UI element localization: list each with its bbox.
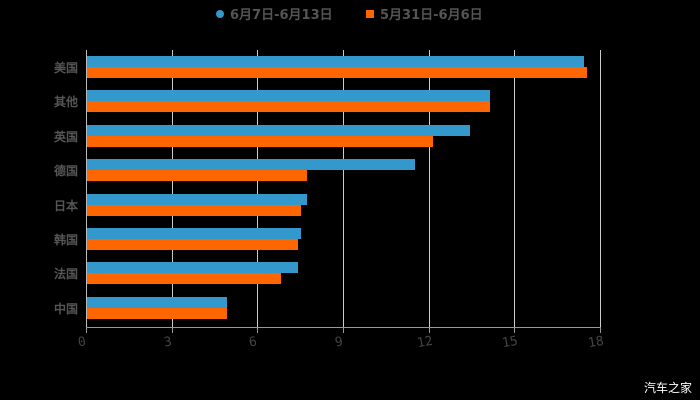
bar-series2[interactable] bbox=[87, 101, 490, 113]
chart-legend: 6月7日-6月13日 5月31日-6月6日 bbox=[0, 4, 700, 24]
gridline bbox=[86, 50, 87, 327]
bar-series2[interactable] bbox=[87, 273, 282, 285]
gridline bbox=[257, 50, 259, 327]
y-category-label: 中国 bbox=[53, 301, 78, 316]
y-category-label: 法国 bbox=[53, 267, 78, 282]
axis-tick bbox=[428, 327, 430, 333]
square-marker-icon bbox=[366, 9, 374, 18]
bar-series1[interactable] bbox=[87, 296, 227, 308]
y-category-label: 美国 bbox=[53, 61, 78, 75]
bar-series2[interactable] bbox=[87, 135, 433, 147]
x-axis bbox=[86, 327, 600, 328]
legend-label: 5月31日-6月6日 bbox=[380, 8, 483, 23]
gridline bbox=[600, 50, 601, 327]
bar-series1[interactable] bbox=[87, 159, 416, 171]
axis-tick bbox=[171, 327, 173, 333]
axis-tick bbox=[86, 327, 87, 333]
y-category-label: 韩国 bbox=[53, 233, 78, 247]
bar-series1[interactable] bbox=[87, 56, 584, 67]
y-category-label: 日本 bbox=[53, 198, 78, 213]
x-tick-label: 0 bbox=[76, 334, 88, 351]
x-tick-label: 3 bbox=[162, 334, 173, 351]
y-category-label: 其他 bbox=[53, 95, 78, 110]
gridline bbox=[514, 50, 516, 327]
y-category-label: 德国 bbox=[53, 164, 78, 179]
bar-series1[interactable] bbox=[87, 124, 470, 136]
axis-tick bbox=[343, 327, 344, 333]
bar-series2[interactable] bbox=[87, 204, 302, 216]
bar-series1[interactable] bbox=[87, 90, 490, 102]
bar-series1[interactable] bbox=[87, 262, 299, 274]
bar-series1[interactable] bbox=[87, 228, 302, 239]
legend-label: 6月7日-6月13日 bbox=[230, 8, 333, 23]
gridline bbox=[343, 50, 344, 327]
gridline bbox=[171, 50, 173, 327]
x-tick-label: 6 bbox=[248, 334, 259, 351]
circle-marker-icon bbox=[216, 9, 224, 18]
x-tick-label: 18 bbox=[586, 333, 606, 352]
legend-item-series1[interactable]: 6月7日-6月13日 bbox=[216, 4, 333, 23]
axis-tick bbox=[600, 327, 601, 333]
bar-series1[interactable] bbox=[87, 193, 307, 205]
bar-series2[interactable] bbox=[87, 170, 307, 182]
x-tick-label: 12 bbox=[415, 333, 434, 352]
bar-series2[interactable] bbox=[87, 67, 587, 78]
axis-tick bbox=[514, 327, 516, 333]
x-tick-label: 9 bbox=[333, 334, 345, 351]
gridline bbox=[428, 50, 430, 327]
bar-series2[interactable] bbox=[87, 239, 299, 250]
bar-series2[interactable] bbox=[87, 307, 227, 319]
y-category-label: 英国 bbox=[53, 129, 78, 144]
x-tick-label: 15 bbox=[501, 333, 520, 352]
legend-item-series2[interactable]: 5月31日-6月6日 bbox=[366, 4, 483, 23]
axis-tick bbox=[257, 327, 259, 333]
watermark: 汽车之家 bbox=[643, 381, 692, 395]
